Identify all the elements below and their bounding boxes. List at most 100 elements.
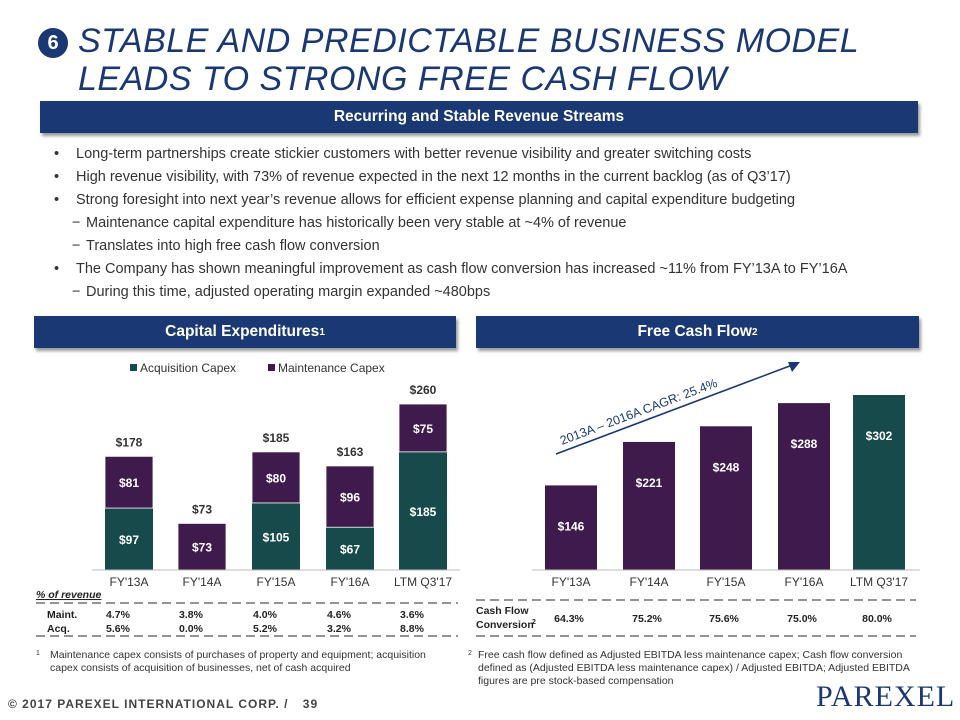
table-cell: 75.0%: [787, 613, 817, 625]
x-tick-label: FY'14A: [630, 575, 669, 589]
bar-total-label: $163: [337, 445, 364, 459]
sub-bullet-item: Translates into high free cash flow conv…: [44, 235, 924, 258]
fcf-bar-label: $221: [636, 476, 663, 490]
table-cell: 4.6%: [327, 609, 352, 621]
page-title-line1: STABLE AND PREDICTABLE BUSINESS MODEL: [78, 22, 860, 60]
footnote-capex-text: Maintenance capex consists of purchases …: [50, 649, 426, 674]
fcf-bar-label: $248: [713, 460, 740, 474]
bar-acquisition: [399, 451, 447, 570]
footnote-capex-marker: 1: [36, 650, 40, 657]
x-tick-label: FY'16A: [331, 575, 370, 589]
fcf-banner-title: Free Cash Flow: [637, 323, 752, 340]
bar-label-acquisition: $97: [119, 533, 139, 547]
bar-acquisition: [252, 502, 300, 570]
bar-maintenance: [104, 455, 154, 509]
legend-label-maintenance: Maintenance Capex: [278, 361, 385, 375]
capex-chart: Acquisition Capex Maintenance Capex $97 $81…: [36, 361, 460, 637]
fcf-bar-label: $302: [866, 429, 893, 443]
fcf-chart: $146 FY'13A $221 FY'14A $248 FY'15A $288 FY'16A…: [476, 362, 920, 637]
footnote-fcf-text: Free cash flow defined as Adjusted EBITD…: [478, 649, 910, 687]
x-tick-label: LTM Q3'17: [394, 575, 452, 589]
sub-bullet-item: Maintenance capital expenditure has hist…: [44, 212, 924, 235]
footnote-fcf: 2 Free cash flow defined as Adjusted EBI…: [468, 649, 918, 688]
page-title: STABLE AND PREDICTABLE BUSINESS MODEL LE…: [78, 22, 960, 136]
table-cell: 80.0%: [862, 613, 892, 625]
bullet-list: Long-term partnerships create stickier c…: [44, 143, 924, 304]
bullet-item: Strong foresight into next year’s revenu…: [44, 189, 924, 212]
bar-total-label: $73: [192, 502, 212, 516]
x-tick-label: FY'16A: [785, 575, 824, 589]
fcf-bar: [623, 441, 675, 570]
table-header: % of revenue: [36, 589, 102, 601]
table-row-label: Cash Flow: [476, 605, 529, 617]
table-cell: 4.7%: [106, 609, 131, 621]
table-cell: 5.2%: [253, 623, 278, 635]
bar-total-label: $178: [116, 435, 143, 449]
x-tick-label: FY'13A: [110, 575, 149, 589]
bar-maintenance: [398, 403, 448, 453]
x-tick-label: FY'15A: [257, 575, 296, 589]
parexel-logo: PAREXEL: [816, 680, 956, 713]
bar-maintenance: [177, 522, 227, 571]
table-cell: 75.2%: [632, 613, 662, 625]
capex-banner-title: Capital Expenditures: [165, 323, 320, 340]
bar-maintenance: [251, 451, 301, 504]
bar-label-maintenance: $81: [119, 476, 139, 490]
table-cell: 4.0%: [253, 609, 278, 621]
bar-label-maintenance: $73: [192, 541, 212, 555]
copyright-footer: © 2017 PAREXEL INTERNATIONAL CORP. / 39: [8, 697, 318, 711]
bullet-item: High revenue visibility, with 73% of rev…: [44, 166, 924, 189]
bar-label-maintenance: $75: [413, 422, 433, 436]
bar-acquisition: [326, 527, 374, 570]
capex-banner-footnote-ref: 1: [319, 326, 325, 338]
fcf-bar-label: $146: [558, 519, 585, 533]
table-cell: 3.2%: [327, 623, 352, 635]
fcf-bar: [700, 426, 752, 570]
x-tick-label: LTM Q3'17: [850, 575, 908, 589]
x-tick-label: FY'14A: [183, 575, 222, 589]
table-footnote-ref: 2: [532, 619, 536, 626]
x-tick-label: FY'13A: [552, 575, 591, 589]
section-number-badge: 6: [38, 28, 68, 58]
cagr-arrow-head: [788, 362, 800, 372]
table-cell: 3.8%: [179, 609, 204, 621]
fcf-bar: [853, 395, 905, 570]
table-cell: 64.3%: [554, 613, 584, 625]
bar-acquisition: [105, 508, 153, 570]
bar-label-acquisition: $67: [340, 543, 360, 557]
legend-swatch-maintenance: [268, 364, 275, 371]
fcf-banner-footnote-ref: 2: [752, 326, 758, 338]
legend-swatch-acquisition: [130, 364, 137, 371]
bullet-item: The Company has shown meaningful improve…: [44, 258, 924, 281]
bar-total-label: $260: [410, 383, 437, 397]
bar-total-label: $185: [263, 431, 290, 445]
fcf-bar: [778, 403, 830, 570]
x-tick-label: FY'15A: [707, 575, 746, 589]
fcf-banner: Free Cash Flow 2: [476, 316, 919, 348]
table-cell: 0.0%: [179, 623, 204, 635]
revenue-streams-banner: Recurring and Stable Revenue Streams: [40, 101, 918, 133]
table-row-label: Conversion: [476, 619, 534, 631]
footnote-capex: 1 Maintenance capex consists of purchase…: [36, 649, 456, 675]
legend-label-acquisition: Acquisition Capex: [140, 361, 236, 375]
table-cell: 5.6%: [106, 623, 131, 635]
table-cell: 75.6%: [709, 613, 739, 625]
page-number: 39: [302, 697, 319, 711]
cagr-annotation: 2013A – 2016A CAGR: 25.4%: [558, 376, 719, 448]
footnote-fcf-marker: 2: [468, 650, 472, 657]
bar-label-acquisition: $185: [410, 505, 437, 519]
cagr-arrow-line: [555, 363, 796, 455]
table-cell: 3.6%: [400, 609, 425, 621]
sub-bullet-item: During this time, adjusted operating mar…: [44, 281, 924, 304]
bar-maintenance: [325, 465, 375, 528]
bar-label-maintenance: $96: [340, 491, 360, 505]
bar-label-maintenance: $80: [266, 471, 286, 485]
table-row-label: Acq.: [47, 623, 70, 635]
bar-label-acquisition: $105: [263, 530, 290, 544]
fcf-bar-label: $288: [791, 437, 818, 451]
bullet-item: Long-term partnerships create stickier c…: [44, 143, 924, 166]
copyright-text: © 2017 PAREXEL INTERNATIONAL CORP. /: [8, 697, 289, 711]
capex-banner: Capital Expenditures 1: [34, 316, 456, 348]
table-row-label: Maint.: [47, 609, 77, 621]
fcf-bar: [545, 485, 597, 570]
